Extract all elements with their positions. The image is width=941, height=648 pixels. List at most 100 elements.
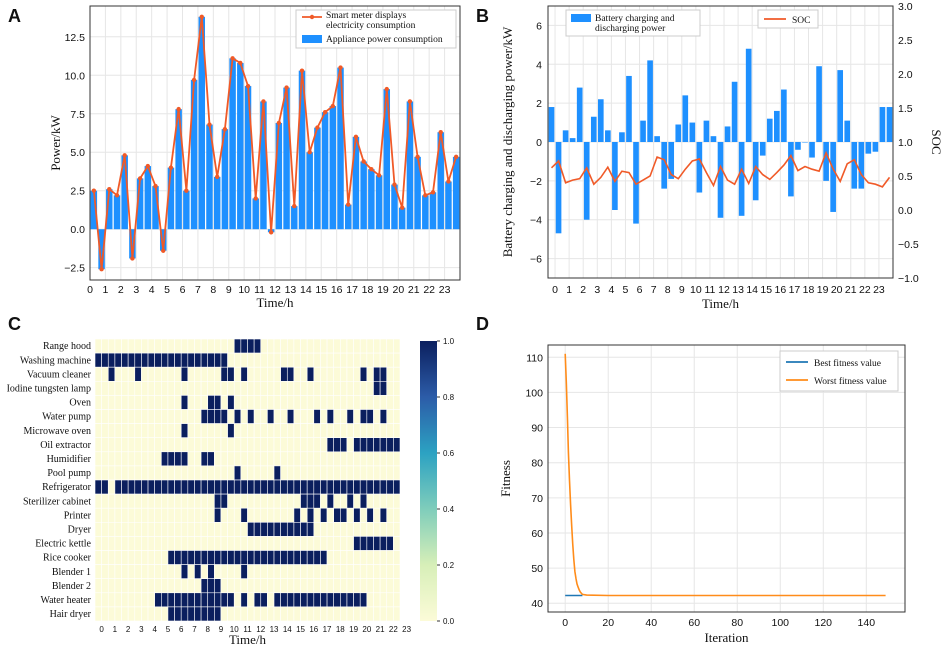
heatmap-cell — [293, 338, 301, 354]
legend-bar-swatch — [571, 14, 591, 22]
heatmap-cell — [174, 550, 182, 565]
heatmap-cell — [300, 507, 308, 523]
heatmap-cell — [333, 465, 341, 481]
heatmap-cell — [207, 507, 215, 523]
heatmap-cell — [187, 465, 195, 481]
heatmap-cell — [147, 380, 155, 396]
heatmap-cell — [373, 592, 381, 608]
heatmap-cell — [306, 395, 315, 410]
x-tick-label: 0 — [87, 284, 93, 296]
heatmap-cell — [366, 578, 374, 594]
heatmap-cell — [326, 536, 334, 551]
heatmap-cell — [200, 338, 209, 354]
heatmap-cell — [194, 578, 202, 594]
heatmap-cell — [333, 536, 341, 551]
heatmap-cell — [253, 352, 262, 368]
heatmap-cell — [326, 578, 334, 594]
bar — [816, 66, 822, 142]
heatmap-cell — [286, 465, 295, 481]
heatmap-cell — [379, 479, 388, 495]
heatmap-cell — [220, 465, 228, 481]
heatmap-cell — [147, 493, 155, 509]
heatmap-cell — [147, 536, 155, 551]
heatmap-cell — [227, 536, 235, 551]
x-tick-label: 0 — [552, 284, 558, 296]
heatmap-cell — [300, 592, 308, 608]
heatmap-cell — [306, 409, 315, 424]
heatmap-cell — [300, 536, 308, 551]
heatmap-cell — [107, 465, 116, 481]
heatmap-cell — [174, 592, 182, 608]
heatmap-cell — [300, 423, 308, 439]
line-point — [161, 248, 166, 253]
line-point — [230, 56, 235, 61]
heatmap-cell — [94, 451, 102, 467]
heatmap-cell — [127, 479, 136, 495]
heatmap-cell — [134, 465, 142, 481]
heatmap-cell — [267, 592, 275, 608]
heatmap-cell — [94, 423, 102, 439]
x-tick-label: 19 — [817, 284, 829, 296]
bar — [795, 142, 801, 150]
heatmap-cell — [107, 564, 116, 579]
heatmap-cell — [386, 507, 394, 523]
heatmap-cell — [194, 550, 202, 565]
heatmap-cell — [220, 423, 228, 439]
heatmap-cell — [393, 521, 401, 537]
heatmap-cell — [141, 507, 149, 523]
heatmap-cell — [167, 465, 175, 481]
heatmap-cell — [161, 451, 169, 467]
heatmap-cell — [353, 507, 361, 523]
heatmap-cell — [326, 352, 334, 368]
heatmap-cell — [101, 564, 109, 579]
heatmap-cell — [121, 507, 129, 523]
heatmap-cell — [200, 366, 209, 382]
heatmap-cell — [366, 409, 374, 424]
heatmap-cell — [233, 352, 242, 368]
heatmap-cell — [134, 352, 142, 368]
heatmap-cell — [154, 409, 162, 424]
line-point — [376, 173, 382, 178]
heatmap-cell — [200, 423, 209, 439]
soc-line — [550, 150, 891, 188]
heatmap-cell — [280, 578, 288, 594]
heatmap-cell — [247, 493, 255, 509]
heatmap-cell — [373, 409, 381, 424]
heatmap-cell — [340, 423, 348, 439]
legend-bar-swatch — [302, 35, 322, 43]
heatmap-cell — [194, 380, 202, 396]
heatmap-cell — [286, 521, 295, 537]
heatmap-cell — [94, 465, 102, 481]
heatmap-cell — [161, 536, 169, 551]
heatmap-cell — [267, 423, 275, 439]
heatmap-cell — [247, 479, 255, 495]
heatmap-cell — [267, 493, 275, 509]
colorbar-tick-label: 0.8 — [443, 393, 455, 402]
heatmap-cell — [326, 380, 334, 396]
x-tick-label: 16 — [309, 625, 318, 634]
heatmap-cell — [379, 352, 388, 368]
heatmap-cell — [373, 437, 381, 453]
heatmap-cell — [180, 423, 189, 439]
line-point — [284, 85, 289, 90]
heatmap-cell — [127, 352, 136, 368]
heatmap-cell — [94, 395, 102, 410]
heatmap-cell — [366, 437, 374, 453]
heatmap-cell — [273, 493, 281, 509]
bar — [422, 195, 429, 230]
legend-box — [295, 9, 457, 49]
line-point — [307, 150, 312, 155]
heatmap-cell — [293, 550, 301, 565]
y-tick-label: 7.5 — [70, 109, 85, 121]
heatmap-cell — [154, 437, 162, 453]
heatmap-cell — [174, 366, 182, 382]
heatmap-cell — [227, 338, 235, 354]
heatmap-cell — [353, 423, 361, 439]
y-right-tick-label: −1.0 — [898, 273, 919, 285]
legend-battery: Battery charging and discharging power — [565, 9, 701, 37]
heatmap-cell — [161, 479, 169, 495]
heatmap-cell — [320, 564, 328, 579]
line-point — [222, 126, 228, 132]
heatmap-cell — [359, 578, 368, 594]
heatmap-cell — [101, 409, 109, 424]
